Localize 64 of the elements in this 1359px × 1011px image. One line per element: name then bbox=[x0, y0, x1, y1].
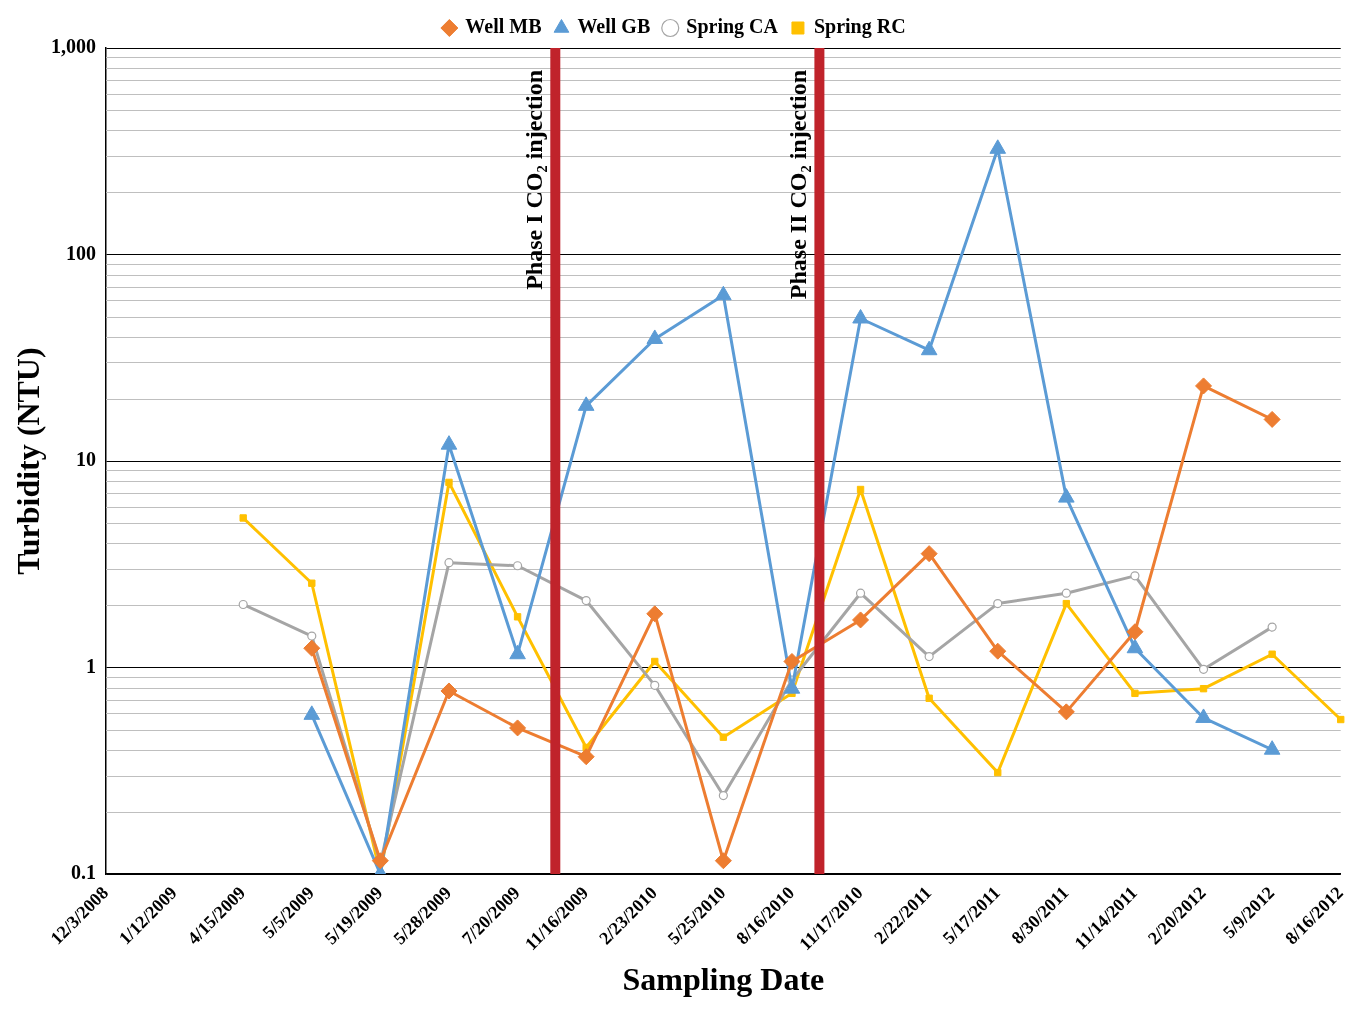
point bbox=[1199, 684, 1208, 693]
point bbox=[855, 588, 866, 598]
y-tick-label: 100 bbox=[66, 241, 96, 264]
y-tick-label: 1,000 bbox=[51, 35, 96, 58]
point bbox=[924, 651, 934, 662]
annotation: Phase I CO₂ injection bbox=[520, 70, 547, 290]
point bbox=[307, 631, 317, 641]
point bbox=[852, 611, 870, 629]
point bbox=[1061, 588, 1071, 598]
point bbox=[308, 579, 316, 587]
point bbox=[856, 485, 865, 494]
point bbox=[651, 657, 659, 666]
point bbox=[1130, 571, 1140, 581]
point bbox=[1131, 689, 1139, 698]
legend-label: Well GB bbox=[577, 15, 651, 38]
point bbox=[646, 329, 664, 344]
point bbox=[783, 652, 801, 670]
point bbox=[719, 733, 728, 741]
point bbox=[445, 478, 453, 487]
point bbox=[444, 558, 454, 568]
point bbox=[1057, 703, 1075, 721]
point bbox=[1263, 410, 1281, 428]
point bbox=[646, 605, 664, 623]
point bbox=[920, 545, 938, 563]
point bbox=[714, 852, 732, 870]
point bbox=[371, 852, 389, 870]
point bbox=[239, 514, 247, 522]
point bbox=[1267, 622, 1277, 632]
point bbox=[852, 308, 869, 324]
point bbox=[1198, 664, 1209, 674]
point bbox=[513, 613, 522, 621]
y-tick-label: 0.1 bbox=[71, 861, 96, 884]
point bbox=[440, 682, 458, 700]
point bbox=[577, 748, 595, 766]
legend-label: Spring CA bbox=[686, 15, 779, 39]
point bbox=[650, 680, 660, 690]
y-tick-label: 1 bbox=[86, 654, 96, 677]
point bbox=[1062, 599, 1071, 608]
point bbox=[1268, 650, 1276, 658]
point bbox=[715, 285, 732, 301]
point bbox=[1195, 377, 1213, 395]
point bbox=[1058, 488, 1075, 503]
point bbox=[920, 340, 938, 356]
x-axis-title: Sampling Date bbox=[622, 961, 825, 998]
point bbox=[1126, 623, 1144, 641]
point bbox=[512, 561, 523, 571]
point bbox=[581, 595, 591, 606]
point bbox=[238, 599, 248, 610]
point bbox=[303, 639, 321, 657]
point bbox=[925, 694, 933, 702]
point bbox=[994, 768, 1002, 777]
y-axis-title: Turbidity (NTU) bbox=[10, 347, 47, 575]
point bbox=[718, 790, 728, 801]
point bbox=[509, 719, 527, 737]
point bbox=[440, 435, 458, 450]
annotation: Phase II CO₂ injection bbox=[784, 70, 811, 300]
point bbox=[989, 642, 1007, 660]
legend-label: Spring RC bbox=[813, 15, 906, 39]
legend-label: Well MB bbox=[465, 15, 542, 38]
point bbox=[577, 396, 595, 411]
point bbox=[993, 598, 1003, 609]
point bbox=[989, 139, 1007, 154]
y-tick-label: 10 bbox=[76, 448, 96, 471]
point bbox=[1337, 715, 1345, 724]
